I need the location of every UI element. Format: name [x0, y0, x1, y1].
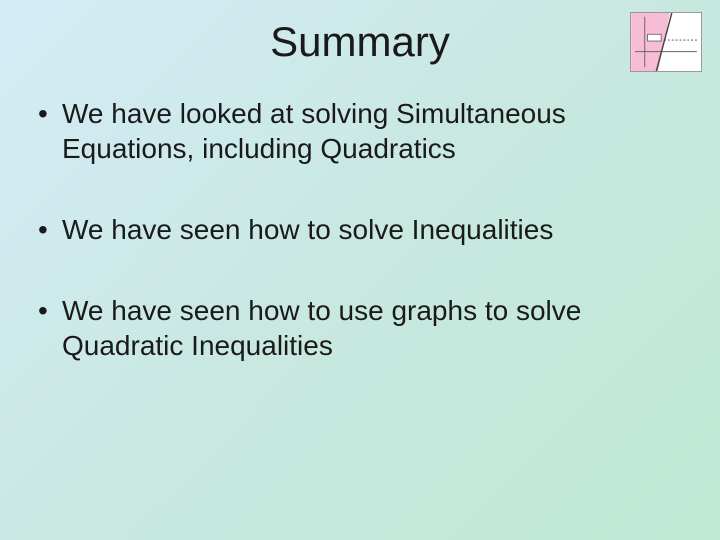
- bullet-item: We have seen how to solve Inequalities: [34, 212, 686, 247]
- bullet-item: We have looked at solving Simultaneous E…: [34, 96, 686, 166]
- label-box: [648, 34, 662, 41]
- bullet-item: We have seen how to use graphs to solve …: [34, 293, 686, 363]
- corner-graph-icon: [630, 12, 702, 72]
- slide-title: Summary: [0, 0, 720, 74]
- slide-content: We have looked at solving Simultaneous E…: [0, 74, 720, 363]
- bullet-list: We have looked at solving Simultaneous E…: [34, 96, 686, 363]
